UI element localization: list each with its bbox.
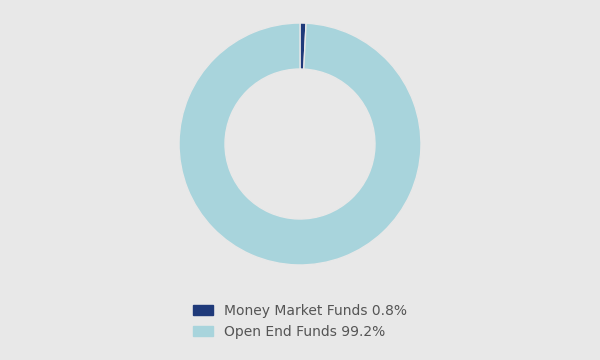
Legend: Money Market Funds 0.8%, Open End Funds 99.2%: Money Market Funds 0.8%, Open End Funds …: [185, 297, 415, 346]
Wedge shape: [179, 23, 421, 265]
Wedge shape: [300, 23, 306, 69]
